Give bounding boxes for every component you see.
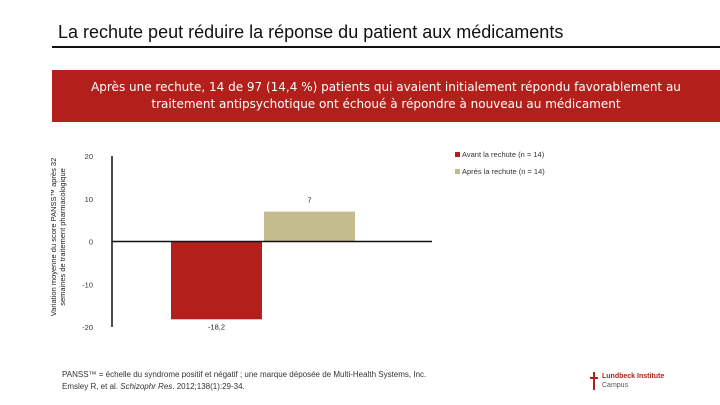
slide-title: La rechute peut réduire la réponse du pa… xyxy=(58,22,564,42)
reference-journal: Schizophr Res xyxy=(120,382,173,391)
y-tick-label: -10 xyxy=(82,280,93,289)
title-divider xyxy=(52,46,720,48)
legend-swatch-after xyxy=(455,169,460,174)
reference-details: . 2012;138(1):29-34. xyxy=(172,382,245,391)
legend-label-before: Avant la rechute (n = 14) xyxy=(462,150,545,159)
y-tick-label: 0 xyxy=(89,238,93,247)
logo-cross-icon xyxy=(590,372,598,390)
footnote: PANSS™ = échelle du syndrome positif et … xyxy=(62,369,426,393)
legend-label-after: Après la rechute (n = 14) xyxy=(462,167,545,176)
logo-brand: Lundbeck Institute xyxy=(602,373,665,380)
reference-authors: Emsley R, et al. xyxy=(62,382,121,391)
legend-swatch-before xyxy=(455,152,460,157)
footnote-panss-definition: PANSS™ = échelle du syndrome positif et … xyxy=(62,370,427,379)
y-tick-label: 20 xyxy=(85,152,93,161)
footnote-reference: Emsley R, et al. Schizophr Res. 2012;138… xyxy=(62,381,426,393)
data-label-before: -18,2 xyxy=(208,322,225,331)
bar-after-relapse xyxy=(264,211,355,242)
y-tick-label: -20 xyxy=(82,323,93,332)
bar-before-relapse xyxy=(171,241,262,320)
key-finding-banner: Après une rechute, 14 de 97 (14,4 %) pat… xyxy=(52,70,720,122)
logo-subtitle: Campus xyxy=(602,382,629,389)
y-tick-label: 10 xyxy=(85,195,93,204)
legend-item-before: Avant la rechute (n = 14) xyxy=(455,150,544,159)
data-label-after: 7 xyxy=(307,196,311,205)
lundbeck-logo: Lundbeck Institute Campus xyxy=(590,372,664,390)
legend-item-after: Après la rechute (n = 14) xyxy=(455,167,545,176)
